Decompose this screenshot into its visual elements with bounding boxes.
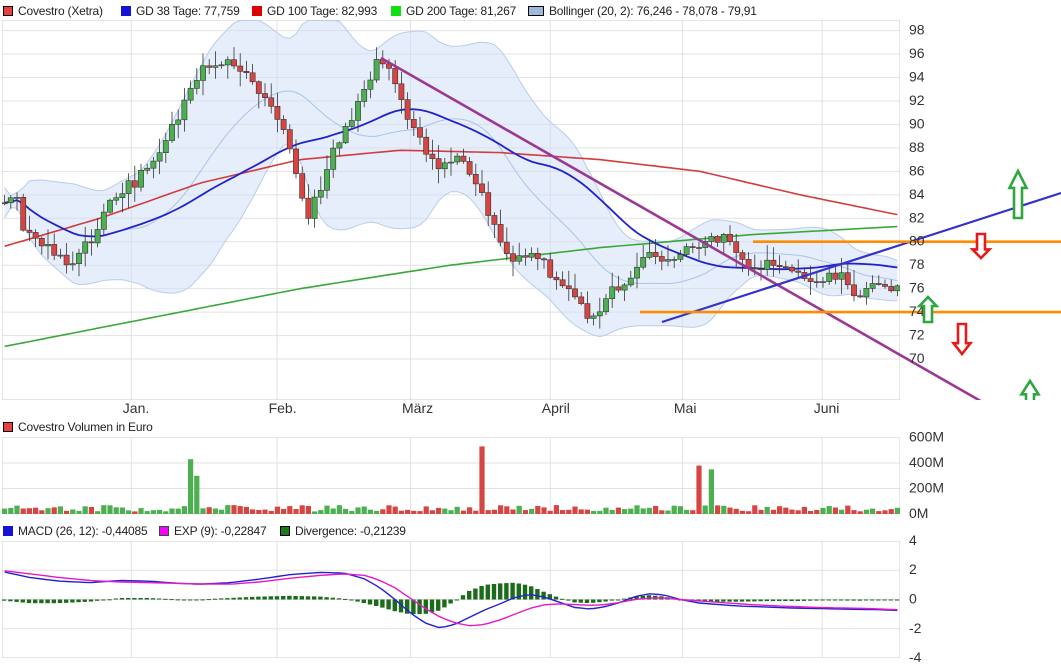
- svg-text:2: 2: [909, 561, 917, 577]
- svg-text:-2: -2: [909, 620, 922, 636]
- svg-text:0: 0: [909, 591, 917, 607]
- svg-text:-4: -4: [909, 649, 922, 665]
- svg-text:4: 4: [909, 532, 917, 548]
